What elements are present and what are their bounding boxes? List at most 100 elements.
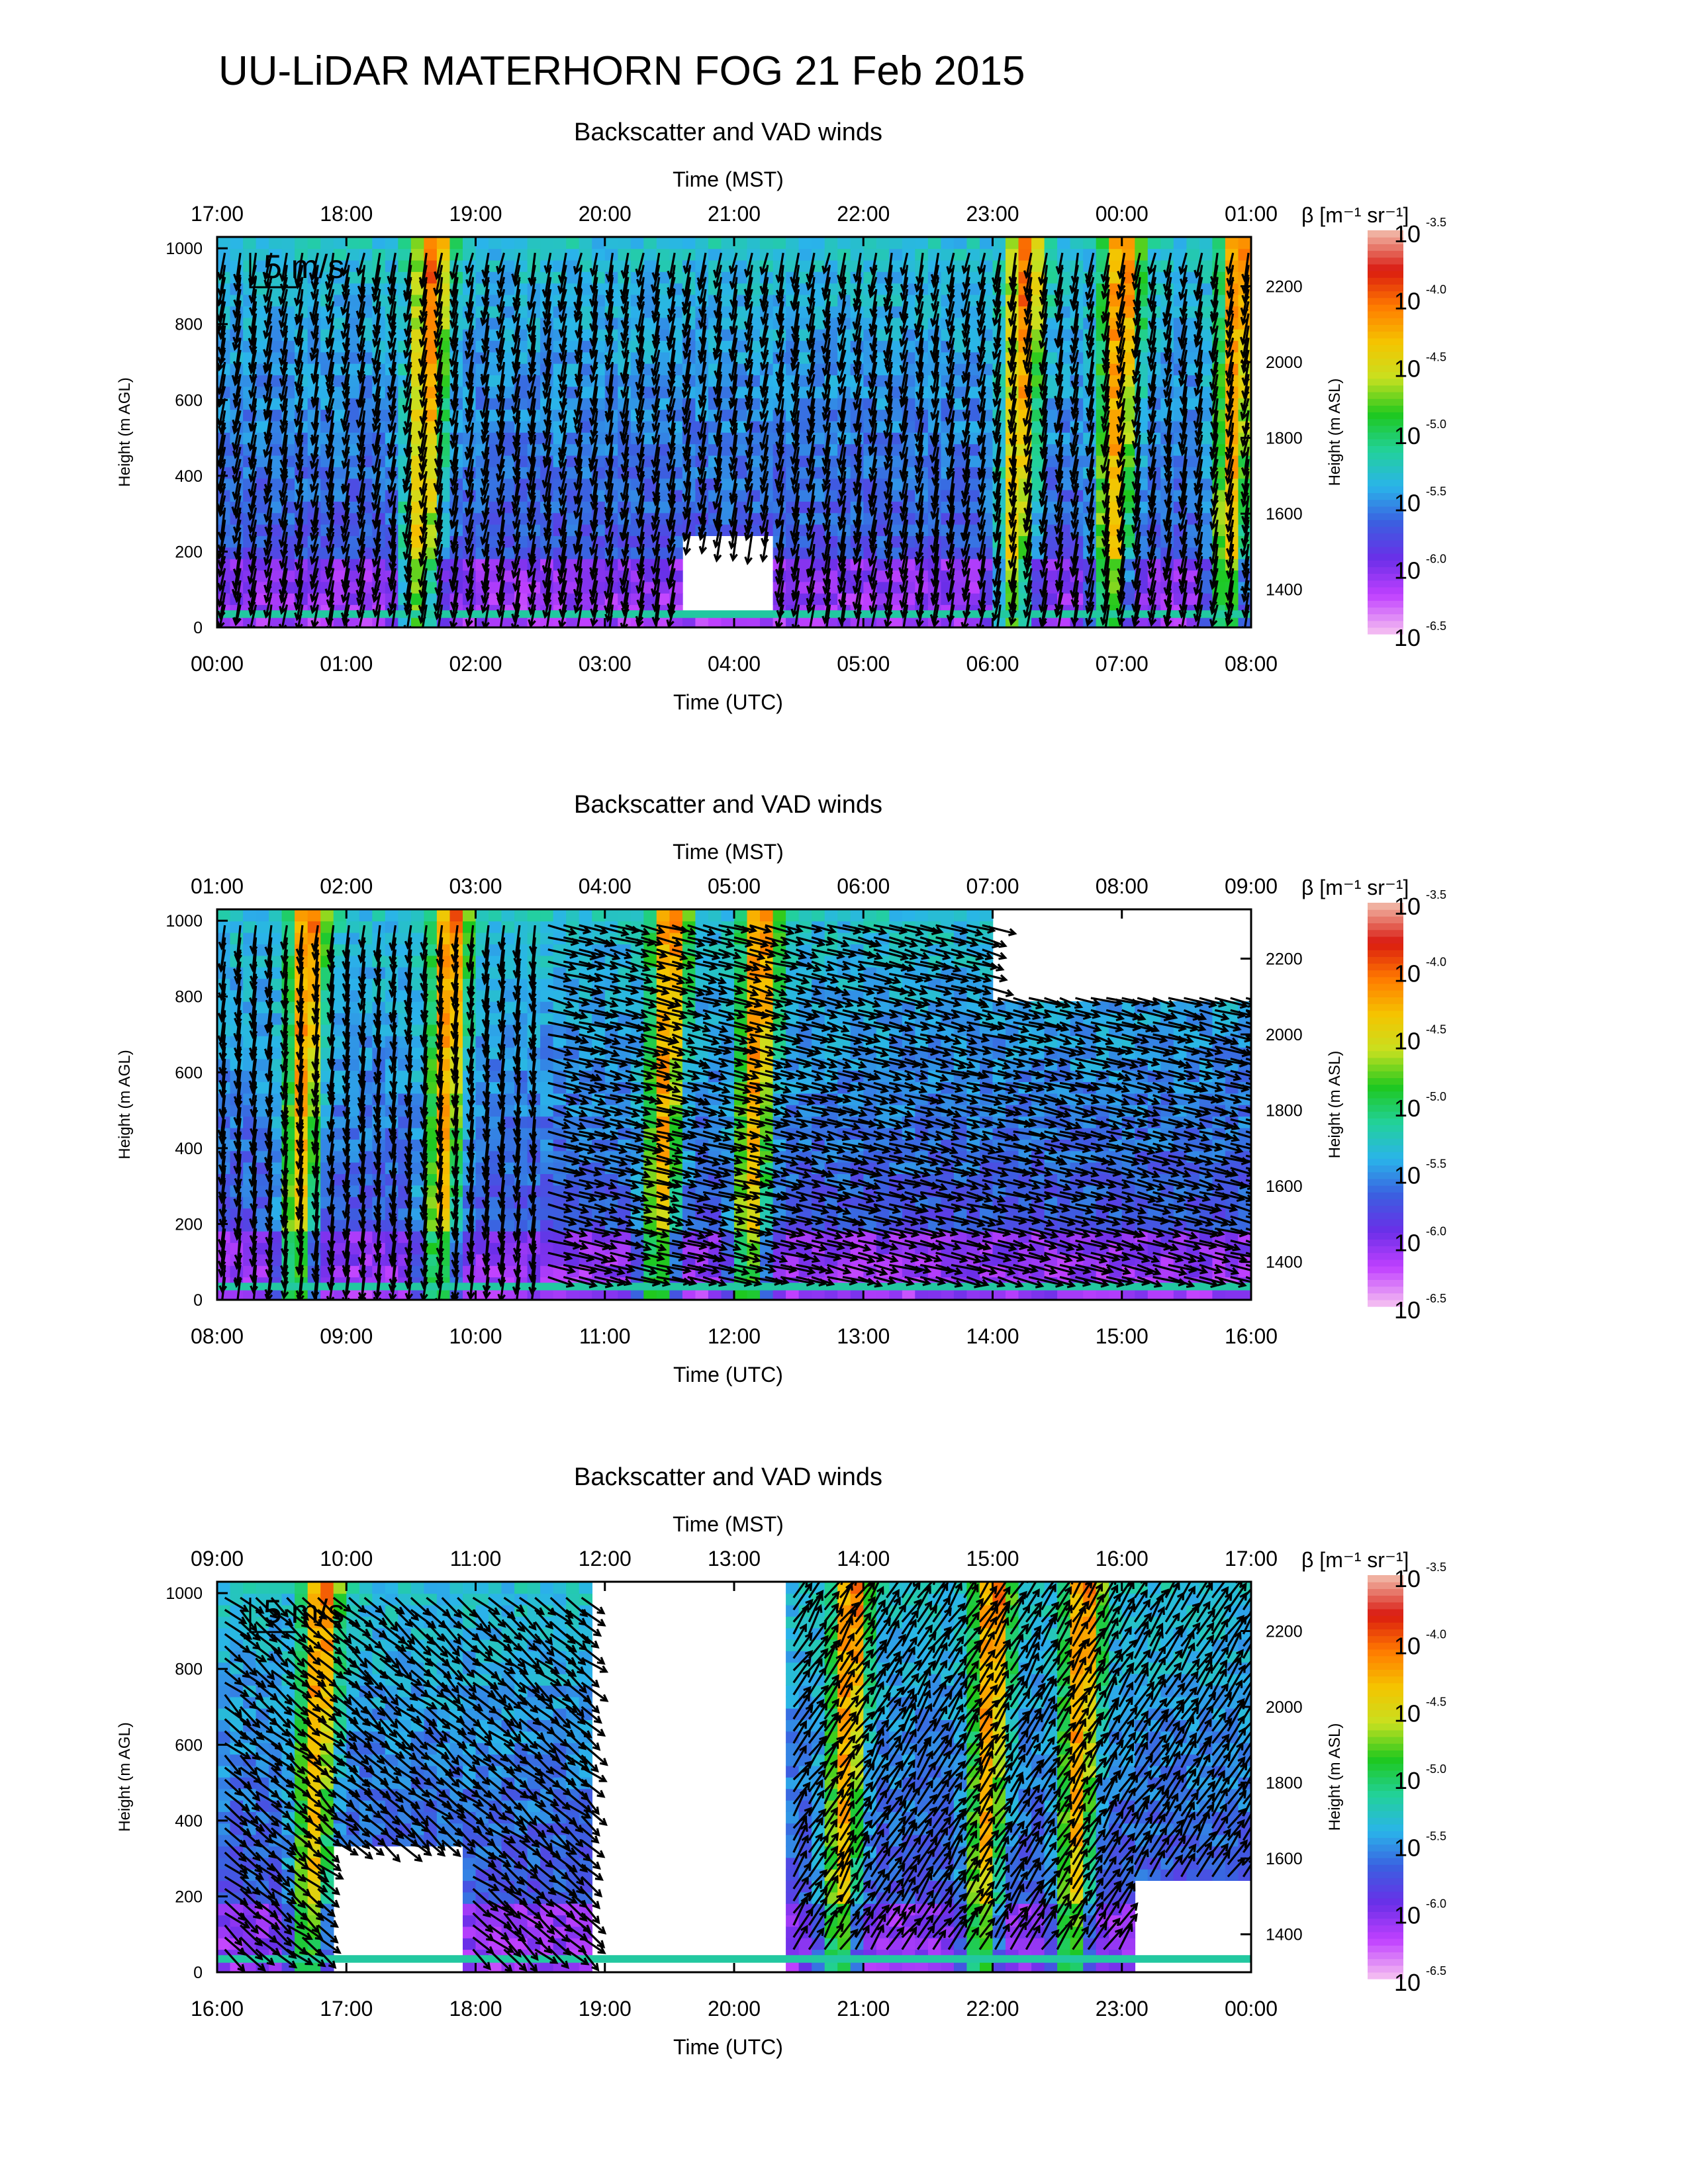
wind-arrow: [837, 580, 847, 608]
wind-arrow: [1194, 580, 1203, 614]
wind-arrow: [324, 277, 335, 303]
wind-arrow: [434, 301, 444, 330]
backscatter-cell: [579, 351, 592, 364]
wind-arrow: [325, 289, 335, 313]
wind-arrow: [743, 252, 753, 278]
wind-arrow: [527, 386, 536, 417]
wind-arrow: [1177, 543, 1188, 576]
backscatter-cell: [812, 386, 825, 398]
wind-arrow: [620, 313, 630, 341]
wind-arrow: [403, 483, 412, 514]
wind-arrow: [371, 422, 381, 453]
wind-arrow: [402, 507, 412, 541]
backscatter-cell: [1121, 558, 1136, 571]
y-tick-label-agl: 1000: [165, 240, 203, 258]
wind-arrow: [603, 580, 614, 615]
backscatter-cell: [1225, 237, 1239, 250]
wind-arrow: [341, 361, 350, 391]
backscatter-cell: [501, 467, 515, 479]
wind-arrow: [992, 556, 1002, 588]
wind-arrow: [604, 495, 614, 522]
backscatter-cell: [1031, 351, 1045, 364]
wind-arrow: [1055, 531, 1064, 560]
wind-arrow: [977, 543, 986, 578]
colorbar-segment: [1368, 620, 1403, 628]
wind-arrow: [807, 543, 816, 578]
backscatter-cell: [566, 363, 580, 376]
wind-arrow: [774, 568, 784, 600]
wind-arrow: [867, 410, 878, 444]
wind-arrow: [1023, 507, 1033, 533]
backscatter-cell: [643, 259, 657, 272]
wind-arrow: [1008, 374, 1017, 402]
backscatter-cell: [398, 248, 412, 261]
wind-arrow: [1008, 556, 1017, 589]
backscatter-cell: [1186, 592, 1200, 606]
colorbar: β [m⁻¹ sr⁻¹]10 -3.510 -4.010 -4.510 -5.010 -5…: [1301, 203, 1446, 651]
wind-arrow: [417, 349, 428, 383]
wind-arrow: [651, 410, 661, 432]
backscatter-cell: [566, 501, 580, 514]
backscatter-cell: [269, 966, 283, 979]
wind-arrow: [294, 543, 304, 571]
backscatter-cell: [656, 489, 671, 502]
wind-arrow: [373, 301, 381, 334]
wind-arrow: [620, 277, 630, 305]
backscatter-cell: [579, 386, 592, 398]
backscatter-cell: [669, 248, 683, 261]
wind-arrow: [480, 592, 490, 614]
backscatter-cell: [333, 467, 347, 479]
wind-arrow: [853, 556, 862, 584]
wind-arrow: [790, 410, 800, 442]
wind-arrow: [636, 580, 645, 609]
backscatter-cell: [1044, 259, 1058, 272]
wind-arrow: [371, 543, 381, 568]
backscatter-cell: [980, 237, 994, 250]
backscatter-cell: [734, 501, 748, 514]
wind-arrow: [450, 447, 459, 475]
backscatter-cell: [346, 592, 360, 606]
backscatter-cell: [1006, 237, 1019, 250]
colorbar-segment: [1368, 459, 1403, 467]
backscatter-cell: [1199, 615, 1213, 627]
wind-arrow: [806, 580, 816, 607]
wind-arrow: [325, 592, 335, 627]
backscatter-cell: [1121, 283, 1136, 295]
wind-arrow: [761, 520, 769, 547]
wind-arrow: [1038, 507, 1049, 535]
backscatter-cell: [489, 375, 502, 387]
backscatter-cell: [333, 397, 347, 410]
wind-arrow: [480, 482, 490, 506]
backscatter-cell: [966, 455, 980, 467]
wind-arrow: [1055, 520, 1064, 546]
wind-arrow: [836, 338, 847, 371]
colorbar-segment: [1368, 567, 1403, 574]
backscatter-cell: [1199, 547, 1213, 559]
backscatter-cell: [269, 909, 283, 922]
wind-arrow: [326, 338, 335, 361]
wind-arrow: [1131, 252, 1141, 283]
backscatter-cell: [256, 1230, 269, 1244]
backscatter-cell: [1044, 237, 1058, 250]
wind-arrow: [1101, 507, 1110, 539]
backscatter-cell: [889, 455, 903, 467]
wind-arrow: [248, 483, 258, 513]
backscatter-cell: [540, 237, 554, 250]
wind-arrow: [914, 301, 924, 333]
backscatter-cell: [812, 501, 825, 514]
scale-arrow-label: 5 m/s: [263, 248, 344, 285]
wind-arrow: [713, 252, 723, 279]
wind-arrow: [1070, 507, 1079, 529]
wind-arrow: [789, 386, 800, 420]
wind-arrow: [821, 531, 831, 562]
backscatter-cell: [1121, 294, 1136, 306]
wind-arrow: [496, 301, 506, 326]
backscatter-cell: [966, 443, 980, 456]
backscatter-cell: [501, 294, 515, 306]
wind-arrow: [1226, 520, 1235, 543]
wind-arrow: [853, 265, 862, 298]
wind-arrow: [465, 398, 475, 423]
wind-arrow: [651, 277, 661, 306]
wind-arrow: [1147, 277, 1157, 307]
backscatter-cell: [734, 397, 748, 410]
